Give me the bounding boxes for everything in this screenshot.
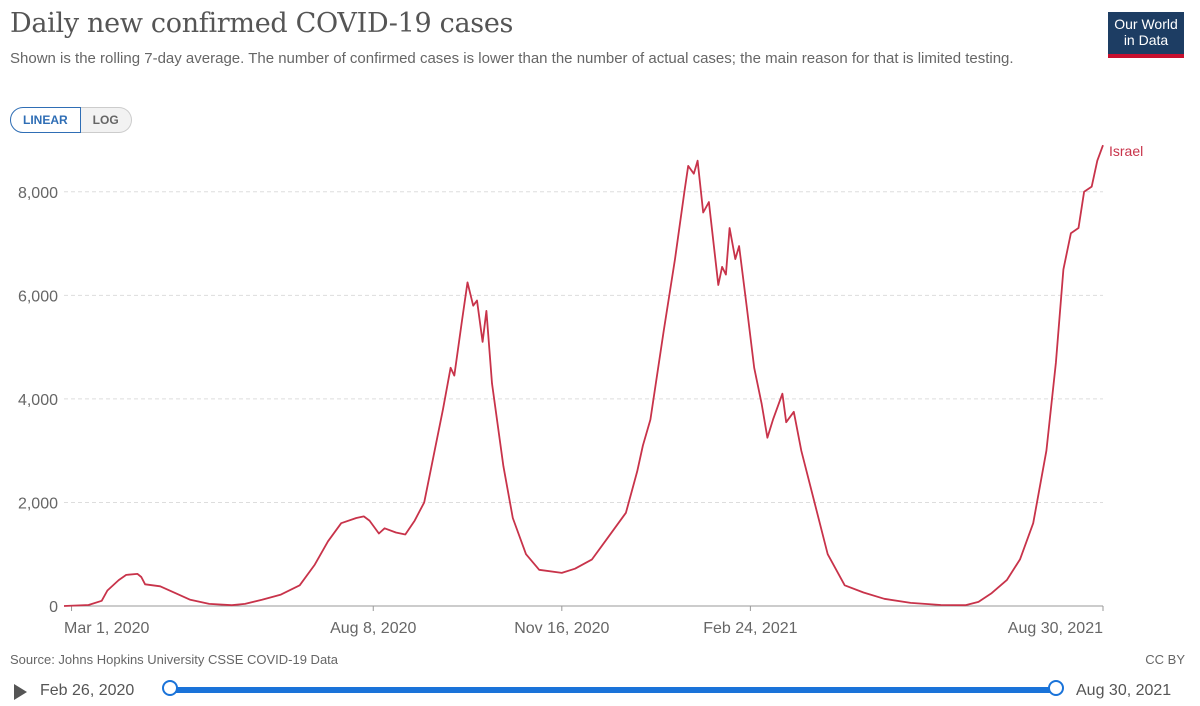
timeline-end-handle[interactable] (1048, 680, 1064, 696)
logo-line1: Our World (1114, 16, 1178, 32)
timeline-slider: Feb 26, 2020 Aug 30, 2021 (0, 676, 1200, 706)
x-tick-label: Aug 30, 2021 (1008, 620, 1103, 637)
series-label-israel: Israel (1109, 143, 1143, 159)
x-axis: Mar 1, 2020 Aug 8, 2020 Nov 16, 2020 Feb 24… (64, 605, 1104, 637)
y-tick-label: 8,000 (18, 185, 58, 202)
chart-title: Daily new confirmed COVID-19 cases (10, 8, 514, 39)
scale-toggle: LINEAR LOG (10, 107, 132, 133)
timeline-start-handle[interactable] (162, 680, 178, 696)
y-axis: 0 2,000 4,000 6,000 8,000 (18, 185, 58, 616)
x-tick-label: Aug 8, 2020 (330, 620, 416, 637)
owid-logo[interactable]: Our World in Data (1108, 12, 1184, 58)
timeline-end-label: Aug 30, 2021 (1076, 682, 1172, 699)
license-link[interactable]: CC BY (1145, 652, 1185, 667)
y-tick-label: 4,000 (18, 392, 58, 409)
play-icon[interactable] (14, 684, 27, 700)
x-tick-label: Feb 24, 2021 (703, 620, 797, 637)
timeline-track[interactable] (170, 687, 1056, 693)
source-note[interactable]: Source: Johns Hopkins University CSSE CO… (10, 652, 339, 667)
y-tick-label: 0 (49, 599, 58, 616)
x-tick-label: Nov 16, 2020 (514, 620, 609, 637)
logo-line2: in Data (1123, 32, 1169, 48)
chart-subtitle: Shown is the rolling 7-day average. The … (10, 50, 1014, 67)
y-tick-label: 6,000 (18, 288, 58, 305)
line-chart: 0 2,000 4,000 6,000 8,000 Mar 1, 2020 Aug 8, … (18, 143, 1143, 637)
x-tick-label: Mar 1, 2020 (64, 620, 149, 637)
series-layer: Israel (63, 143, 1143, 607)
series-line-israel (63, 144, 1104, 607)
timeline-start-label: Feb 26, 2020 (40, 682, 135, 699)
log-scale-button[interactable]: LOG (80, 107, 132, 133)
grid-lines (64, 191, 1103, 503)
y-tick-label: 2,000 (18, 495, 58, 512)
linear-scale-button[interactable]: LINEAR (10, 107, 81, 133)
